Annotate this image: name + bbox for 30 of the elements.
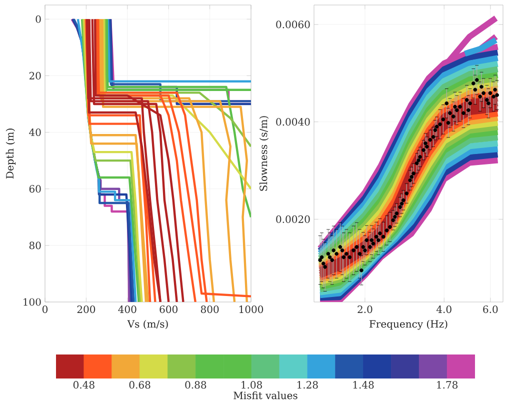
x-tick-label: 200 (77, 306, 96, 314)
color-bar-label: 1.48 (353, 381, 374, 389)
color-bar-label: 0.48 (73, 381, 94, 389)
y-axis-title: Slowness (s/m) (259, 116, 269, 191)
x-tick-label: 1000 (240, 306, 264, 314)
x-tick-label: 600 (160, 306, 178, 314)
x-tick-label: 4.0 (436, 306, 452, 314)
x-tick-label: 2.0 (358, 306, 372, 314)
y-tick-label: 100 (24, 298, 41, 306)
color-bar-label: 1.28 (297, 381, 318, 389)
color-bar-title: Misfit values (234, 391, 298, 400)
x-tick-label: 6.0 (483, 306, 498, 314)
x-axis-title: Frequency (Hz) (370, 320, 448, 330)
y-tick-label: 40 (29, 128, 41, 136)
y-tick-label: 60 (29, 185, 41, 193)
color-bar-label: 1.78 (437, 381, 458, 389)
x-tick-label: 800 (200, 306, 219, 314)
y-tick-label: 0.0060 (276, 20, 310, 28)
color-bar-label: 0.68 (129, 381, 150, 389)
y-tick-label: 80 (29, 242, 41, 250)
color-bar-label: 0.88 (185, 381, 206, 389)
color-bar-label: 1.08 (242, 381, 262, 389)
y-axis-title: Depth (m) (6, 128, 16, 179)
y-tick-label: 0.0040 (276, 118, 310, 126)
x-tick-label: 0 (42, 306, 48, 314)
x-tick-label: 400 (118, 306, 136, 314)
y-tick-label: 0.0020 (276, 215, 310, 223)
x-axis-title: Vs (m/s) (127, 320, 168, 330)
y-tick-label: 20 (29, 72, 41, 80)
y-tick-label: 0 (36, 15, 41, 23)
